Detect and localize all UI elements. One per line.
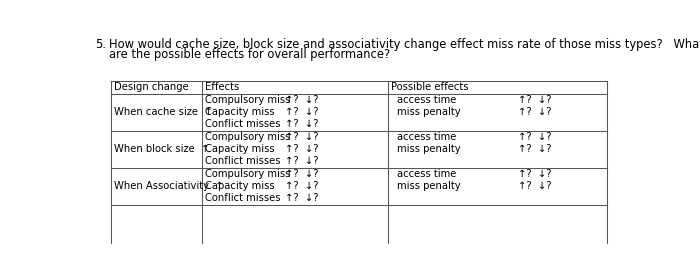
Text: Capacity miss: Capacity miss <box>205 144 275 154</box>
Text: ↑?  ↓?: ↑? ↓? <box>285 157 318 166</box>
Text: When cache size  ↑: When cache size ↑ <box>114 107 213 117</box>
Text: Conflict misses: Conflict misses <box>205 120 281 129</box>
Text: access time: access time <box>397 95 456 105</box>
Text: miss penalty: miss penalty <box>397 181 461 191</box>
Text: ↑?  ↓?: ↑? ↓? <box>517 169 551 179</box>
Text: Capacity miss: Capacity miss <box>205 181 275 191</box>
Text: ↑?  ↓?: ↑? ↓? <box>285 107 318 117</box>
Text: ↑?  ↓?: ↑? ↓? <box>285 193 318 203</box>
Text: access time: access time <box>397 169 456 179</box>
Text: ↑?  ↓?: ↑? ↓? <box>285 95 318 105</box>
Text: Design change: Design change <box>114 83 188 92</box>
Text: ↑?  ↓?: ↑? ↓? <box>285 181 318 191</box>
Text: Compulsory miss: Compulsory miss <box>205 169 290 179</box>
Text: Compulsory miss: Compulsory miss <box>205 132 290 142</box>
Text: ↑?  ↓?: ↑? ↓? <box>285 169 318 179</box>
Text: Effects: Effects <box>205 83 239 92</box>
Text: Compulsory miss: Compulsory miss <box>205 95 290 105</box>
Text: Conflict misses: Conflict misses <box>205 193 281 203</box>
Text: ↑?  ↓?: ↑? ↓? <box>517 144 551 154</box>
Text: How would cache size, block size and associativity change effect miss rate of th: How would cache size, block size and ass… <box>109 38 700 51</box>
Text: ↑?  ↓?: ↑? ↓? <box>517 181 551 191</box>
Text: When Associativity  ↑: When Associativity ↑ <box>114 181 223 191</box>
Text: When block size  ↑: When block size ↑ <box>114 144 209 154</box>
Text: ↑?  ↓?: ↑? ↓? <box>517 107 551 117</box>
Text: miss penalty: miss penalty <box>397 144 461 154</box>
Text: ↑?  ↓?: ↑? ↓? <box>285 144 318 154</box>
Text: Capacity miss: Capacity miss <box>205 107 275 117</box>
Text: 5.: 5. <box>95 38 106 51</box>
Text: ↑?  ↓?: ↑? ↓? <box>517 95 551 105</box>
Text: ↑?  ↓?: ↑? ↓? <box>285 132 318 142</box>
Text: Conflict misses: Conflict misses <box>205 157 281 166</box>
Text: access time: access time <box>397 132 456 142</box>
Text: Possible effects: Possible effects <box>391 83 469 92</box>
Text: miss penalty: miss penalty <box>397 107 461 117</box>
Text: ↑?  ↓?: ↑? ↓? <box>517 132 551 142</box>
Text: ↑?  ↓?: ↑? ↓? <box>285 120 318 129</box>
Text: are the possible effects for overall performance?: are the possible effects for overall per… <box>109 48 391 61</box>
